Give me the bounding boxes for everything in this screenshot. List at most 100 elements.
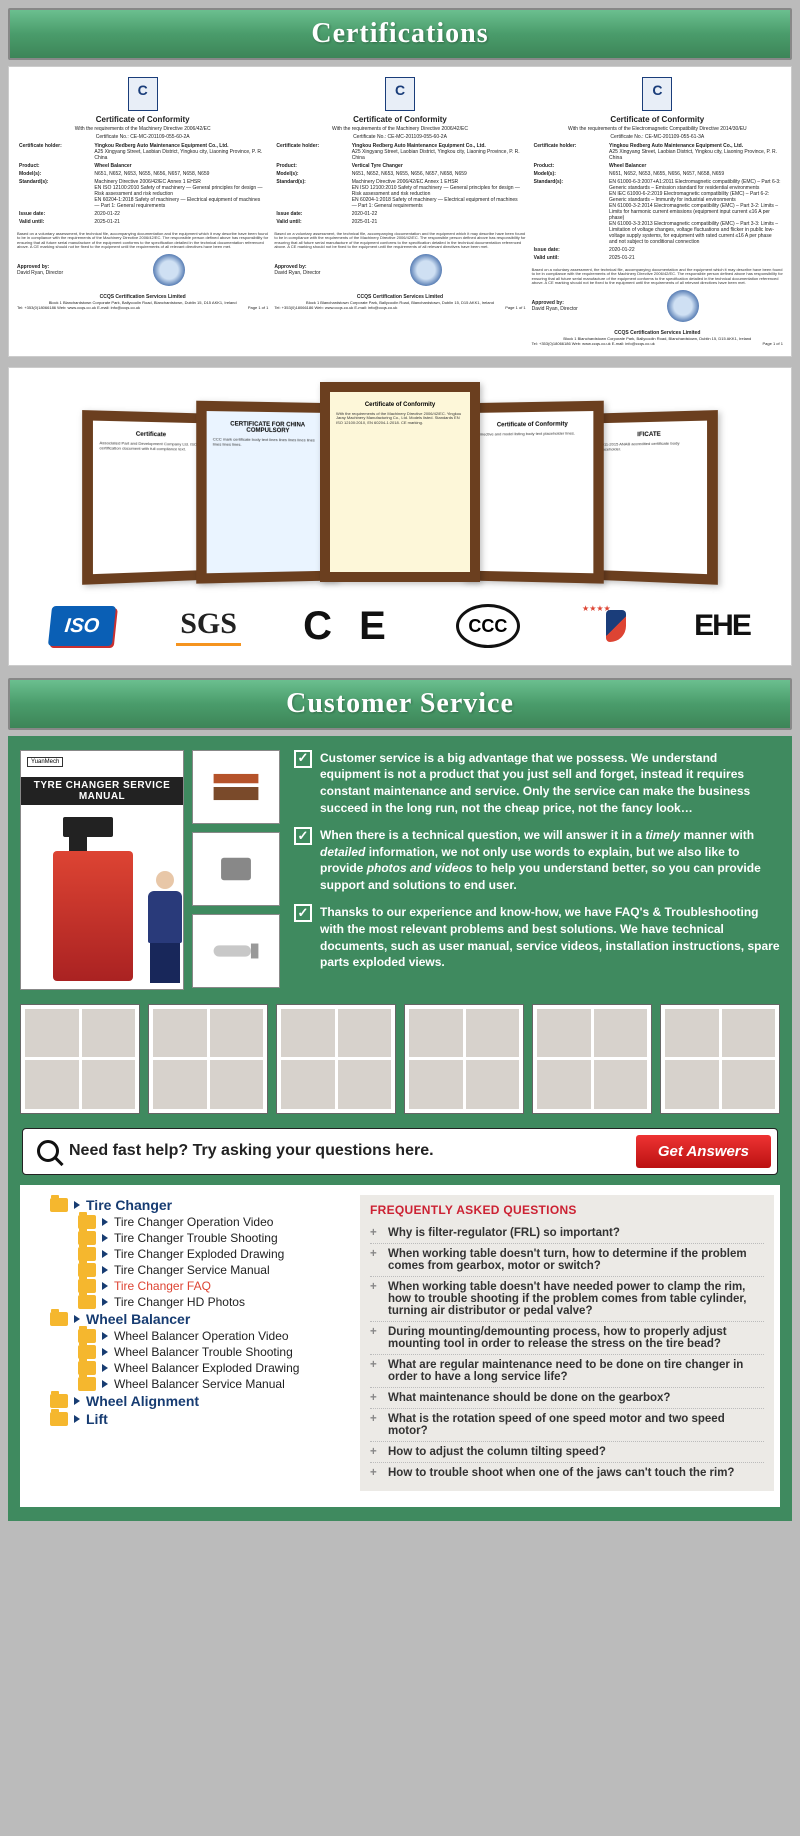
resource-tree: Tire Changer Tire Changer Operation Video… bbox=[26, 1195, 346, 1491]
expand-icon: + bbox=[370, 1326, 380, 1350]
customer-service-panel: YuanMech TYRE CHANGER SERVICE MANUAL ✓Cu… bbox=[8, 736, 792, 1521]
arrow-icon bbox=[102, 1218, 108, 1226]
tree-item[interactable]: Tire Changer HD Photos bbox=[78, 1295, 346, 1309]
tree-item[interactable]: Tire Changer Trouble Shooting bbox=[78, 1231, 346, 1245]
tree-category[interactable]: Wheel Balancer bbox=[50, 1311, 346, 1327]
service-manual-tile: YuanMech TYRE CHANGER SERVICE MANUAL bbox=[20, 750, 184, 990]
tree-item[interactable]: Wheel Balancer Trouble Shooting bbox=[78, 1345, 346, 1359]
stamp-icon bbox=[667, 290, 699, 322]
framed-certificates-box: CertificateAssociated Part and Developme… bbox=[8, 367, 792, 666]
customer-service-header: Customer Service bbox=[8, 678, 792, 730]
arrow-icon bbox=[74, 1397, 80, 1405]
faq-item[interactable]: +During mounting/demounting process, how… bbox=[370, 1322, 764, 1355]
arrow-icon bbox=[102, 1298, 108, 1306]
doc-thumb bbox=[532, 1004, 652, 1114]
arrow-icon bbox=[74, 1415, 80, 1423]
check-icon: ✓ bbox=[294, 904, 312, 922]
faq-item[interactable]: +How to trouble shoot when one of the ja… bbox=[370, 1463, 764, 1483]
folder-icon bbox=[78, 1377, 96, 1391]
certificates-trio: Certificate of Conformity With the requi… bbox=[8, 66, 792, 357]
folder-icon bbox=[50, 1198, 68, 1212]
expand-icon: + bbox=[370, 1248, 380, 1272]
certificate-card: Certificate of Conformity With the requi… bbox=[274, 77, 525, 346]
framed-cert-4: Certificate of ConformityDirective and m… bbox=[463, 400, 604, 583]
service-thumb-a bbox=[192, 750, 280, 824]
doc-thumb bbox=[660, 1004, 780, 1114]
framed-cert-3: Certificate of ConformityWith the requir… bbox=[320, 382, 480, 582]
faq-item[interactable]: +What are regular maintenance need to be… bbox=[370, 1355, 764, 1388]
arrow-icon bbox=[102, 1282, 108, 1290]
tree-item[interactable]: Tire Changer Service Manual bbox=[78, 1263, 346, 1277]
folder-icon bbox=[78, 1345, 96, 1359]
faq-item[interactable]: +Why is filter-regulator (FRL) so import… bbox=[370, 1223, 764, 1244]
tree-category[interactable]: Tire Changer bbox=[50, 1197, 346, 1213]
tree-item[interactable]: Tire Changer Operation Video bbox=[78, 1215, 346, 1229]
tree-category[interactable]: Lift bbox=[50, 1411, 346, 1427]
folder-icon bbox=[50, 1394, 68, 1408]
expand-icon: + bbox=[370, 1359, 380, 1383]
manual-title: TYRE CHANGER SERVICE MANUAL bbox=[21, 777, 183, 805]
faq-item[interactable]: +When working table doesn't have needed … bbox=[370, 1277, 764, 1322]
certificate-card: Certificate of Conformity With the requi… bbox=[17, 77, 268, 346]
faq-item[interactable]: +What is the rotation speed of one speed… bbox=[370, 1409, 764, 1442]
folder-icon bbox=[78, 1329, 96, 1343]
tree-item[interactable]: Wheel Balancer Operation Video bbox=[78, 1329, 346, 1343]
check-icon: ✓ bbox=[294, 827, 312, 845]
arrow-icon bbox=[102, 1250, 108, 1258]
tree-category[interactable]: Wheel Alignment bbox=[50, 1393, 346, 1409]
stamp-icon bbox=[153, 254, 185, 286]
arrow-icon bbox=[74, 1201, 80, 1209]
stamp-icon bbox=[410, 254, 442, 286]
get-answers-button[interactable]: Get Answers bbox=[636, 1135, 771, 1168]
service-bullets: ✓Customer service is a big advantage tha… bbox=[294, 750, 780, 990]
arrow-icon bbox=[102, 1348, 108, 1356]
tree-item[interactable]: Tire Changer Exploded Drawing bbox=[78, 1247, 346, 1261]
doc-thumb bbox=[276, 1004, 396, 1114]
expand-icon: + bbox=[370, 1392, 380, 1404]
faq-title: FREQUENTLY ASKED QUESTIONS bbox=[370, 1203, 764, 1217]
faq-item[interactable]: +How to adjust the column tilting speed? bbox=[370, 1442, 764, 1463]
folder-icon bbox=[78, 1231, 96, 1245]
expand-icon: + bbox=[370, 1227, 380, 1239]
folder-icon bbox=[78, 1361, 96, 1375]
arrow-icon bbox=[102, 1234, 108, 1242]
expand-icon: + bbox=[370, 1413, 380, 1437]
check-icon: ✓ bbox=[294, 750, 312, 768]
certifications-header: Certifications bbox=[8, 8, 792, 60]
tree-item[interactable]: Wheel Balancer Service Manual bbox=[78, 1377, 346, 1391]
doc-thumb bbox=[20, 1004, 140, 1114]
tree-item[interactable]: Tire Changer FAQ bbox=[78, 1279, 346, 1293]
tree-item[interactable]: Wheel Balancer Exploded Drawing bbox=[78, 1361, 346, 1375]
iso-logo: ISO bbox=[48, 606, 116, 646]
arrow-icon bbox=[102, 1380, 108, 1388]
folder-icon bbox=[78, 1263, 96, 1277]
folder-icon bbox=[78, 1295, 96, 1309]
arrow-icon bbox=[102, 1266, 108, 1274]
certificate-card: Certificate of Conformity With the requi… bbox=[532, 77, 783, 346]
ccc-logo: CCC bbox=[456, 604, 520, 648]
search-icon bbox=[37, 1140, 59, 1162]
certification-logos-row: ISO SGS C E CCC EHE bbox=[19, 598, 781, 655]
faq-item[interactable]: +When working table doesn't turn, how to… bbox=[370, 1244, 764, 1277]
ce-logo: C E bbox=[303, 604, 394, 649]
ccqs-logo bbox=[385, 77, 415, 111]
sgs-logo: SGS bbox=[176, 607, 241, 646]
faq-item[interactable]: +What maintenance should be done on the … bbox=[370, 1388, 764, 1409]
doc-thumb bbox=[148, 1004, 268, 1114]
folder-icon bbox=[78, 1215, 96, 1229]
arrow-icon bbox=[102, 1332, 108, 1340]
eac-logo: EHE bbox=[694, 609, 750, 643]
expand-icon: + bbox=[370, 1281, 380, 1317]
help-prompt: Need fast help? Try asking your question… bbox=[69, 1142, 626, 1160]
framed-cert-5: IFICATE2011-2015 ANAB accredited certifi… bbox=[584, 410, 718, 585]
arrow-icon bbox=[102, 1364, 108, 1372]
framed-cert-2: CERTIFICATE FOR CHINA COMPULSORYCCC mark… bbox=[196, 400, 337, 583]
faq-panel: FREQUENTLY ASKED QUESTIONS +Why is filte… bbox=[360, 1195, 774, 1491]
folder-icon bbox=[50, 1312, 68, 1326]
arrow-icon bbox=[74, 1315, 80, 1323]
folder-icon bbox=[78, 1247, 96, 1261]
ccqs-logo bbox=[642, 77, 672, 111]
help-search-bar[interactable]: Need fast help? Try asking your question… bbox=[22, 1128, 778, 1175]
cnca-logo bbox=[582, 604, 632, 648]
folder-icon bbox=[50, 1412, 68, 1426]
